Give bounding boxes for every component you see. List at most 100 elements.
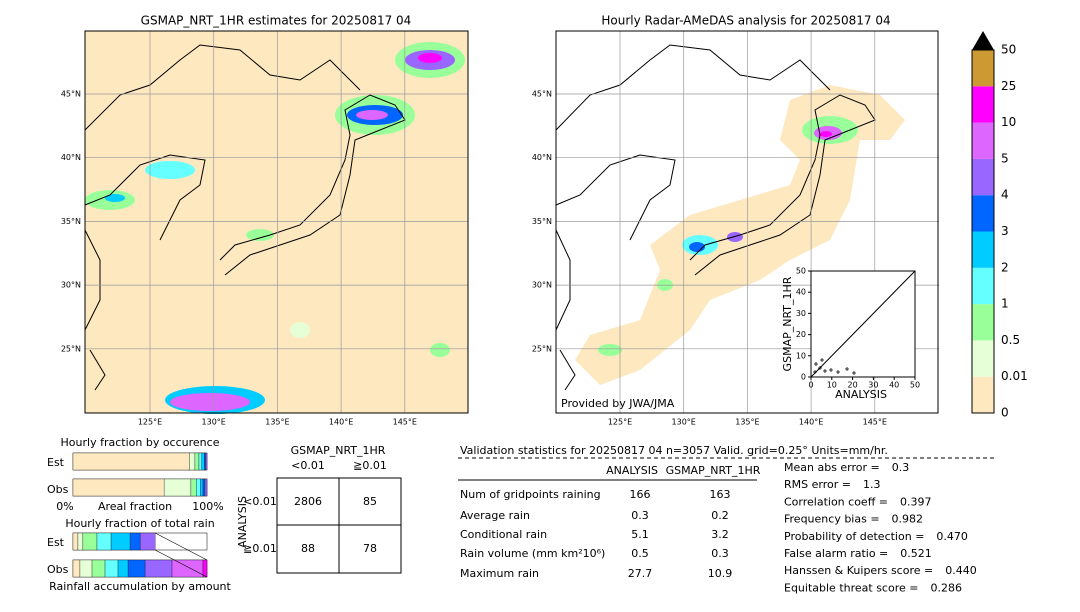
lat-label: 35°N xyxy=(532,217,552,226)
fraction-segment xyxy=(201,452,205,471)
right-map: 125°E 130°E 135°E 140°E 145°E 45°N 40°N 35°N 30°… xyxy=(532,14,939,427)
row-label: Obs xyxy=(47,483,69,496)
value: 10.9 xyxy=(708,567,733,580)
fraction-segment xyxy=(202,478,206,497)
fraction-segment xyxy=(205,452,208,471)
map-title: GSMAP_NRT_1HR estimates for 20250817 04 xyxy=(141,14,412,28)
fraction-segment xyxy=(72,532,79,551)
rain-areas xyxy=(85,42,465,414)
lat-label: 35°N xyxy=(61,217,81,226)
stat-value: 0.440 xyxy=(945,564,977,577)
fraction-segment xyxy=(200,478,204,497)
inset-y-label: GSMAP_NRT_1HR xyxy=(781,276,794,371)
stat-label: Hanssen & Kuipers score = xyxy=(784,564,933,577)
y-tick-label: 30 xyxy=(796,309,806,318)
lat-label: 25°N xyxy=(61,344,81,353)
axis-label: Areal fraction xyxy=(98,500,172,513)
col-header: ANALYSIS xyxy=(606,464,658,477)
colorbar-segment xyxy=(972,50,994,87)
x-tick-label: 30 xyxy=(868,381,878,390)
row-label: Conditional rain xyxy=(460,528,547,541)
fraction-segment xyxy=(204,478,208,497)
fraction-segment xyxy=(79,559,93,578)
colorbar-label: 2 xyxy=(1001,260,1009,274)
fraction-segment xyxy=(190,478,197,497)
y-tick-label: 40 xyxy=(796,288,806,297)
panel-footer: Rainfall accumulation by amount xyxy=(49,580,231,593)
stat-value: 0.286 xyxy=(930,581,962,594)
fraction-segment xyxy=(104,559,119,578)
fraction-segment xyxy=(127,559,146,578)
lon-label: 130°E xyxy=(202,418,226,427)
colorbar-label: 10 xyxy=(1001,115,1016,129)
lon-label: 125°E xyxy=(608,418,632,427)
y-tick-label: 20 xyxy=(796,330,806,339)
fraction-segment xyxy=(204,452,206,471)
map-frame xyxy=(555,30,939,414)
scatter-points xyxy=(813,358,856,375)
lon-label: 130°E xyxy=(672,418,696,427)
colorbar-segment xyxy=(972,304,994,341)
colorbar-label: 5 xyxy=(1001,151,1009,165)
stat-value: 1.3 xyxy=(863,478,881,491)
colorbar-segment xyxy=(972,86,994,123)
colorbar-segment xyxy=(972,231,994,268)
lon-label: 140°E xyxy=(329,418,353,427)
stat-label: RMS error = xyxy=(784,478,851,491)
stats-header: Validation statistics for 20250817 04 n=… xyxy=(460,444,888,457)
row-label: Est xyxy=(47,536,65,549)
value: 5.1 xyxy=(631,528,649,541)
x-tick-label: 10 xyxy=(827,381,837,390)
fraction-segment xyxy=(202,559,208,578)
row-label: Obs xyxy=(47,563,69,576)
lon-label: 125°E xyxy=(138,418,162,427)
stat-label: False alarm ratio = xyxy=(784,547,888,560)
row-axis: ANALYSIS xyxy=(236,496,249,548)
lat-label: 45°N xyxy=(532,90,552,99)
y-tick-label: 50 xyxy=(796,267,806,276)
fraction-segment xyxy=(194,452,200,471)
row-label: Average rain xyxy=(460,509,530,522)
value: 163 xyxy=(710,488,731,501)
colorbar-segment xyxy=(972,195,994,232)
y-tick-label: 0 xyxy=(801,373,806,382)
axis-label: 0% xyxy=(56,500,73,513)
fraction-segment xyxy=(139,532,156,551)
cell: 78 xyxy=(363,542,377,555)
colorbar-segment xyxy=(972,122,994,159)
row-label: Est xyxy=(47,456,65,469)
value: 3.2 xyxy=(711,528,729,541)
stat-label: Probability of detection = xyxy=(784,530,924,543)
colorbar-segment xyxy=(972,376,994,413)
stat-value: 0.982 xyxy=(892,513,924,526)
map-title: Hourly Radar-AMeDAS analysis for 2025081… xyxy=(601,14,890,28)
row-header: ≧0.01 xyxy=(243,542,277,555)
colorbar-label: 4 xyxy=(1001,188,1009,202)
x-tick-label: 0 xyxy=(808,381,813,390)
lon-label: 140°E xyxy=(799,418,823,427)
colorbar-segment xyxy=(972,340,994,377)
stat-label: Correlation coeff = xyxy=(784,495,888,508)
panel-title: Hourly fraction of total rain xyxy=(65,517,214,530)
stat-value: 0.397 xyxy=(900,495,932,508)
fraction-segment xyxy=(117,559,129,578)
stat-label: Frequency bias = xyxy=(784,513,880,526)
table-title: GSMAP_NRT_1HR xyxy=(291,444,386,457)
colorbar-label: 0.5 xyxy=(1001,333,1020,347)
value: 0.2 xyxy=(711,509,729,522)
lat-label: 40°N xyxy=(532,153,552,162)
left-map: 125°E 130°E 135°E 140°E 145°E 45°N 40°N 35°N 30°… xyxy=(61,14,469,427)
fraction-segment xyxy=(189,452,196,471)
fraction-segment xyxy=(171,559,204,578)
colorbar-label: 0 xyxy=(1001,406,1009,420)
fraction-segment xyxy=(144,559,173,578)
inset-x-label: ANALYSIS xyxy=(835,388,887,401)
colorbar-label: 1 xyxy=(1001,297,1009,311)
lat-label: 25°N xyxy=(532,344,552,353)
colorbar: 0 0.01 0.5 1 2 3 4 5 10 25 50 xyxy=(971,31,1028,420)
cell: 88 xyxy=(301,542,315,555)
fraction-segment xyxy=(91,559,106,578)
credit: Provided by JWA/JMA xyxy=(561,397,675,410)
fraction-segment xyxy=(82,532,98,551)
